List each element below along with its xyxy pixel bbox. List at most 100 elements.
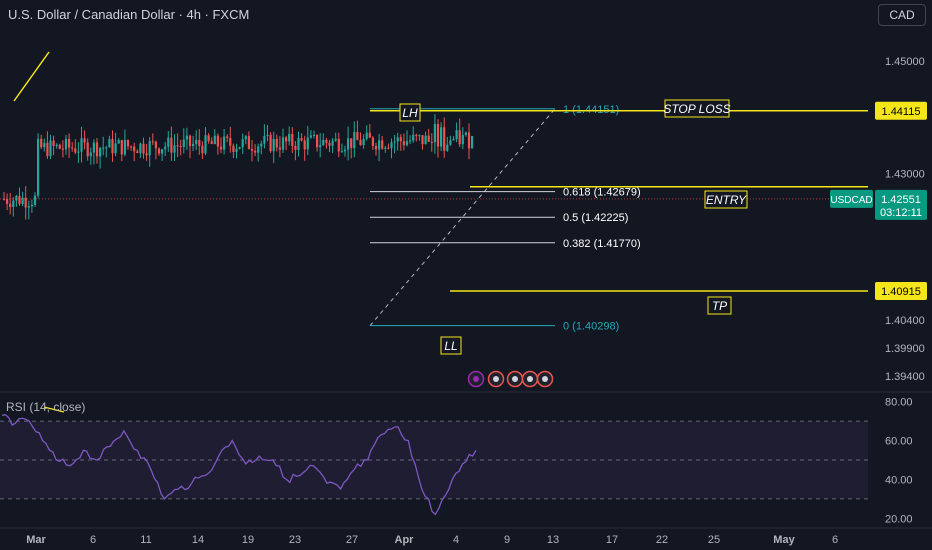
time-tick-label: 17 [606, 534, 618, 546]
tp-price-tag [875, 281, 927, 300]
candle-body [207, 135, 210, 142]
candle-body [421, 135, 424, 145]
time-tick-label: Apr [395, 534, 415, 546]
fib-level-label: 0.618 (1.42679) [563, 187, 641, 199]
rsi-trend-line [43, 406, 65, 413]
candle-body [161, 149, 164, 154]
candle-body [232, 145, 235, 152]
candle-body [325, 139, 328, 143]
candle-body [316, 134, 319, 148]
rsi-title: RSI (14, close) [6, 400, 86, 414]
candle-body [281, 137, 285, 150]
candle-body [192, 143, 195, 147]
candle-body [151, 141, 154, 143]
candle-body [266, 134, 269, 136]
candle-body [415, 134, 418, 136]
candle-body [6, 199, 9, 204]
candle-body [58, 144, 61, 149]
candle-body [89, 152, 92, 157]
candle-body [64, 138, 68, 150]
candle-body [427, 135, 430, 142]
overlays: 1 (1.44151) 0.618 (1.42679) 0.5 (1.42225) 0… [0, 51, 868, 388]
candle-body [430, 141, 433, 143]
candle-body [374, 145, 378, 150]
candle-body [30, 204, 33, 207]
candle-body [322, 139, 325, 146]
candle-body [356, 132, 359, 141]
candle-body [412, 134, 415, 141]
time-tick-label: 13 [547, 534, 559, 546]
current-price-tag [875, 189, 927, 220]
candle-body [353, 132, 356, 148]
rsi-tick-label: 80.00 [885, 397, 913, 409]
candle-body [99, 147, 102, 157]
candle-body [108, 139, 111, 148]
candle-body [294, 145, 297, 150]
candle-body [350, 138, 353, 148]
candle-body [136, 151, 139, 154]
time-tick-label: 11 [140, 534, 151, 546]
candle-body [263, 135, 266, 144]
price-tick-label: 1.43000 [885, 169, 925, 181]
candle-body [2, 198, 6, 200]
stop-loss-label-box [664, 99, 730, 118]
candle-body [157, 148, 161, 154]
candle-body [238, 147, 241, 149]
candle-body [443, 127, 446, 151]
candle-body [24, 197, 27, 208]
candle-body [471, 136, 474, 149]
candle-body [458, 130, 461, 145]
candle-body [176, 145, 179, 147]
time-tick-label: 25 [708, 534, 720, 546]
rsi-tick-label: 20.00 [885, 513, 913, 525]
candle-body [55, 144, 58, 146]
candle-body [378, 140, 381, 150]
candle-body [111, 139, 114, 154]
stop-loss-label-text: STOP LOSS [663, 102, 730, 116]
rsi-band-fill [0, 421, 868, 499]
candle-body [343, 149, 347, 152]
candle-body [359, 140, 362, 146]
candle-body [133, 146, 136, 152]
candle-body [449, 140, 452, 145]
tp-price-value: 1.40915 [881, 286, 921, 298]
candle-body [37, 138, 40, 196]
event-icon-dot [542, 376, 548, 382]
candle-body [368, 132, 371, 138]
candle-body [433, 124, 436, 143]
trend-line [13, 51, 50, 102]
candle-body [40, 138, 43, 148]
candle-body [297, 138, 300, 150]
candle-body [86, 142, 89, 157]
rsi-line [1, 414, 477, 516]
candle-body [328, 142, 331, 146]
candle-body [154, 141, 157, 149]
candle-body [278, 147, 281, 150]
candle-body [275, 138, 278, 148]
current-price-countdown: 03:12:11 [880, 207, 922, 219]
ll-label-box [440, 336, 462, 355]
price-tick-label: 1.39900 [885, 343, 925, 355]
candle-body [300, 138, 303, 141]
candle-body [201, 145, 204, 154]
candle-body [229, 137, 232, 146]
candle-body [80, 138, 83, 152]
candle-body [393, 141, 396, 143]
candles [2, 114, 474, 220]
candle-body [381, 140, 384, 149]
entry-label-box [704, 190, 748, 209]
candle-body [21, 197, 24, 204]
candle-body [446, 144, 449, 151]
fib-level-label: 0.382 (1.41770) [563, 238, 641, 250]
candle-body [241, 139, 244, 148]
current-price-value: 1.42551 [881, 194, 921, 206]
candle-body [260, 143, 263, 147]
stop-loss-price-tag [875, 101, 927, 120]
candle-body [170, 137, 173, 153]
candle-body [46, 142, 49, 157]
candle-body [396, 137, 399, 142]
fib-level-label: 1 (1.44151) [563, 104, 619, 116]
candle-body [195, 140, 198, 144]
candle-body [402, 141, 405, 146]
currency-button[interactable]: CAD [878, 4, 926, 26]
